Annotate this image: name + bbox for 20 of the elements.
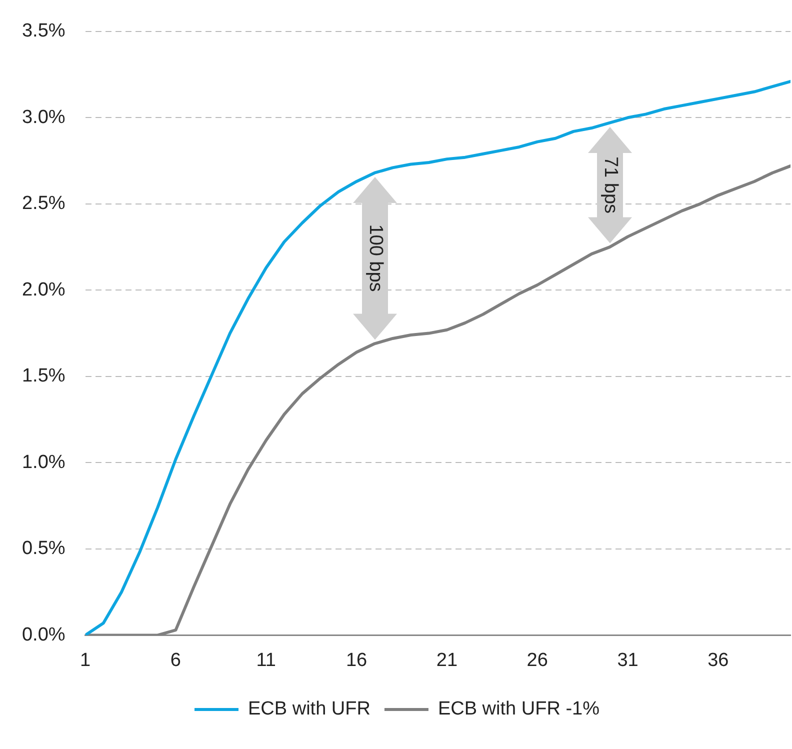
x-tick-label: 1 xyxy=(80,650,91,671)
annotation: 71 bps xyxy=(598,156,621,214)
x-tick-label: 21 xyxy=(436,650,458,671)
y-tick-label: 3.0% xyxy=(22,106,66,128)
annotation: 100 bps xyxy=(364,224,386,292)
y-tick-label: 3.5% xyxy=(22,20,66,42)
legend-label: ECB with UFR xyxy=(248,698,370,720)
x-tick-label: 31 xyxy=(617,650,638,671)
x-tick-label: 16 xyxy=(346,650,368,671)
y-tick-label: 1.0% xyxy=(22,452,66,473)
x-tick-label: 36 xyxy=(708,650,729,671)
y-tick-label: 0.5% xyxy=(22,538,66,560)
y-tick-label: 2.0% xyxy=(22,279,66,300)
y-tick-label: 0.0% xyxy=(22,624,66,646)
x-tick-label: 11 xyxy=(256,650,276,671)
y-tick-label: 2.5% xyxy=(22,193,66,214)
legend-label: ECB with UFR -1% xyxy=(438,698,600,720)
x-tick-label: 6 xyxy=(170,650,182,671)
x-tick-label: 26 xyxy=(526,650,548,671)
y-tick-label: 1.5% xyxy=(22,366,66,387)
